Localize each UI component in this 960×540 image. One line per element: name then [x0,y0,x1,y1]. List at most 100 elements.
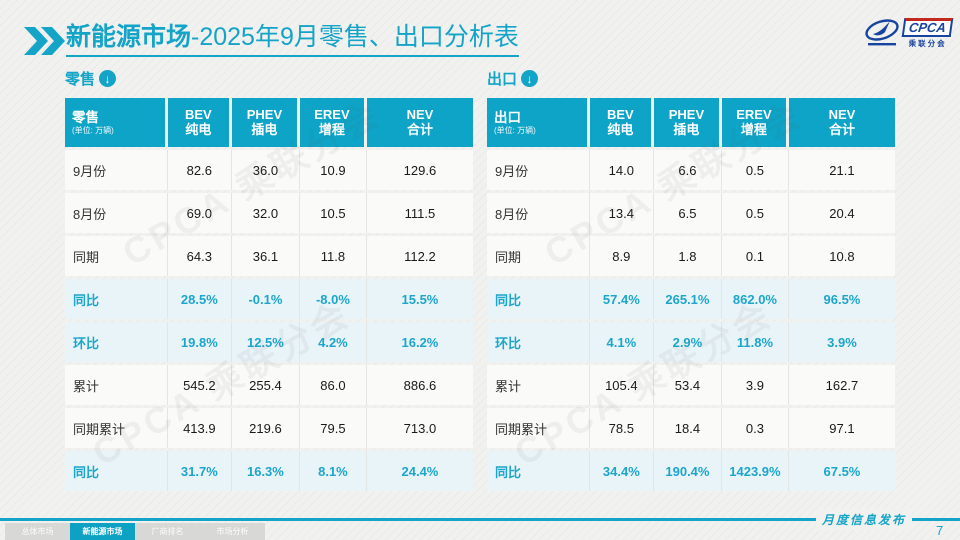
table-row: 累计 105.4 53.4 3.9 162.7 [487,365,895,405]
cell-value: 8.9 [589,236,654,276]
cell-value: 3.9% [788,322,895,362]
nav-tab-3[interactable]: 厂商排名 [135,523,200,540]
cell-value: 162.7 [788,365,895,405]
cell-value: 105.4 [589,365,654,405]
cell-value: 64.3 [167,236,232,276]
cell-value: 86.0 [299,365,367,405]
row-label: 累计 [65,365,168,405]
column-header: NEV 合计 [366,98,473,147]
cell-value: 4.2% [299,322,367,362]
cell-value: 0.5 [721,193,789,233]
retail-table: 零售 (单位: 万辆) BEV 纯电 PHEV 插电 EREV 增程 NEV 合计 9月份 82… [65,95,473,494]
export-table-body: 9月份 14.0 6.6 0.5 21.1 8月份 13.4 6.5 0.5 20.4 同期 8.9 1… [487,150,895,491]
retail-section-label: 零售 ↓ [65,68,117,89]
cell-value: 31.7% [167,451,232,491]
nav-tab-2[interactable]: 新能源市场 [70,523,135,540]
column-header: PHEV 插电 [231,98,300,147]
cell-value: 0.5 [721,150,789,190]
row-label: 同比 [487,451,590,491]
cell-value: 4.1% [589,322,654,362]
column-header: BEV 纯电 [589,98,654,147]
table-row: 同期 8.9 1.8 0.1 10.8 [487,236,895,276]
row-label: 环比 [65,322,168,362]
cell-value: 67.5% [788,451,895,491]
column-header: EREV 增程 [721,98,789,147]
logo-wordmark: CPCA [901,17,954,37]
export-table: 出口 (单位: 万辆) BEV 纯电 PHEV 插电 EREV 增程 NEV 合计 9月份 14… [487,95,895,494]
logo-subtitle: 乘联分会 [908,38,947,48]
cell-value: 129.6 [366,150,473,190]
table-row: 同期累计 413.9 219.6 79.5 713.0 [65,408,473,448]
cell-value: 1.8 [653,236,722,276]
cell-value: 34.4% [589,451,654,491]
cell-value: 2.9% [653,322,722,362]
page-title: 新能源市场-2025年9月零售、出口分析表 [66,22,519,57]
table-unit: (单位: 万辆) [494,125,536,135]
cell-value: 82.6 [167,150,232,190]
cell-value: 11.8% [721,322,789,362]
cell-value: 69.0 [167,193,232,233]
row-label: 同期累计 [487,408,590,448]
table-title: 出口 [494,109,521,125]
table-row: 同期累计 78.5 18.4 0.3 97.1 [487,408,895,448]
cell-value: 862.0% [721,279,789,319]
table-row: 同比 57.4% 265.1% 862.0% 96.5% [487,279,895,319]
table-row: 同比 28.5% -0.1% -8.0% 15.5% [65,279,473,319]
table-title-cell: 出口 (单位: 万辆) [487,98,590,147]
cell-value: 886.6 [366,365,473,405]
cell-value: 255.4 [231,365,300,405]
row-label: 同期累计 [65,408,168,448]
cell-value: 12.5% [231,322,300,362]
table-unit: (单位: 万辆) [72,125,114,135]
cell-value: 111.5 [366,193,473,233]
cell-value: 57.4% [589,279,654,319]
retail-table-container: 零售 (单位: 万辆) BEV 纯电 PHEV 插电 EREV 增程 NEV 合计 9月份 82… [65,93,473,494]
cell-value: 14.0 [589,150,654,190]
cell-value: -8.0% [299,279,367,319]
cell-value: 18.4 [653,408,722,448]
table-row: 环比 4.1% 2.9% 11.8% 3.9% [487,322,895,362]
cell-value: 32.0 [231,193,300,233]
cell-value: -0.1% [231,279,300,319]
cell-value: 53.4 [653,365,722,405]
export-table-container: 出口 (单位: 万辆) BEV 纯电 PHEV 插电 EREV 增程 NEV 合计 9月份 14… [487,93,895,494]
table-header-row: 零售 (单位: 万辆) BEV 纯电 PHEV 插电 EREV 增程 NEV 合计 [65,98,473,147]
table-title: 零售 [72,109,99,125]
cell-value: 20.4 [788,193,895,233]
row-label: 同比 [65,279,168,319]
page-title-rest: -2025年9月零售、出口分析表 [191,23,519,51]
row-label: 累计 [487,365,590,405]
nav-tab-1[interactable]: 总体市场 [5,523,70,540]
cell-value: 10.9 [299,150,367,190]
row-label: 同期 [65,236,168,276]
export-section-text: 出口 [487,71,518,88]
cell-value: 6.6 [653,150,722,190]
cell-value: 16.3% [231,451,300,491]
cell-value: 545.2 [167,365,232,405]
nav-tab-4[interactable]: 市场分析 [200,523,265,540]
cell-value: 265.1% [653,279,722,319]
cell-value: 28.5% [167,279,232,319]
page-title-bold: 新能源市场 [66,23,192,51]
cell-value: 0.3 [721,408,789,448]
row-label: 9月份 [65,150,168,190]
circle-down-arrow-icon: ↓ [99,70,117,87]
cell-value: 11.8 [299,236,367,276]
retail-section-text: 零售 [65,71,96,88]
row-label: 同比 [487,279,590,319]
cell-value: 79.5 [299,408,367,448]
cell-value: 15.5% [366,279,473,319]
table-row: 8月份 13.4 6.5 0.5 20.4 [487,193,895,233]
cell-value: 36.0 [231,150,300,190]
cpca-emblem-icon [865,19,899,46]
table-row: 9月份 82.6 36.0 10.9 129.6 [65,150,473,190]
cell-value: 10.5 [299,193,367,233]
cell-value: 36.1 [231,236,300,276]
table-title-cell: 零售 (单位: 万辆) [65,98,168,147]
publication-label: 月度信息发布 [816,509,913,530]
table-header-row: 出口 (单位: 万辆) BEV 纯电 PHEV 插电 EREV 增程 NEV 合计 [487,98,895,147]
cell-value: 8.1% [299,451,367,491]
table-row: 同比 31.7% 16.3% 8.1% 24.4% [65,451,473,491]
export-section-label: 出口 ↓ [487,68,539,89]
